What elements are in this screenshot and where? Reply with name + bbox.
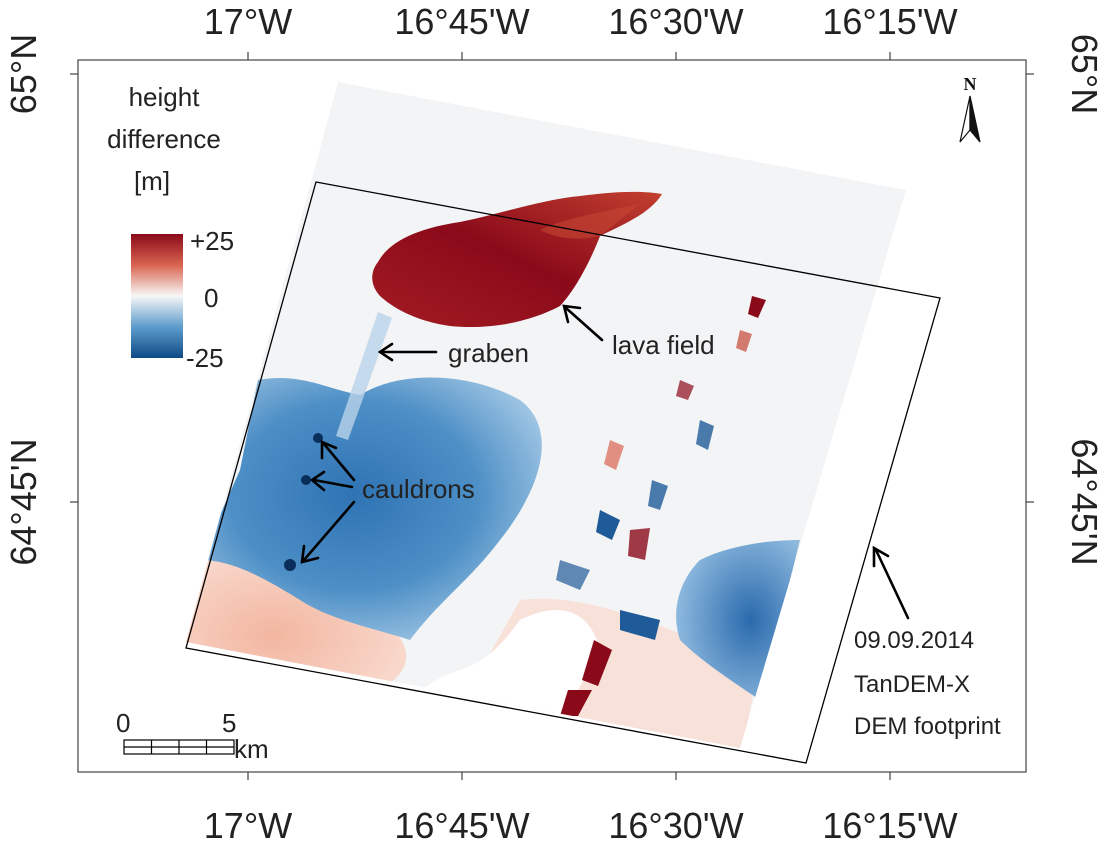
color-legend: height difference [m] +25 0 -25 xyxy=(107,82,234,373)
axis-ticks xyxy=(70,52,1034,780)
footprint-label-line: DEM footprint xyxy=(854,713,1001,740)
legend-colorbar xyxy=(131,234,183,358)
bottom-axis-labels: 17°W 16°45'W 16°30'W 16°15'W xyxy=(204,805,958,846)
legend-title: height difference [m] xyxy=(107,82,221,196)
annotation-labels: graben lava field cauldrons 09.09.2014 T… xyxy=(362,330,1001,740)
scale-unit-label: km xyxy=(234,734,269,764)
scale-start-label: 0 xyxy=(116,708,130,738)
legend-title-line: [m] xyxy=(134,166,170,196)
graben-feature xyxy=(336,312,392,440)
right-tick-label: 65°N xyxy=(1064,34,1105,114)
scale-bar: 0 5 km xyxy=(116,708,269,764)
left-tick-label: 65°N xyxy=(3,34,44,114)
legend-title-line: difference xyxy=(107,124,221,154)
cauldron-1 xyxy=(313,433,323,443)
legend-tick-labels: +25 0 -25 xyxy=(186,226,234,373)
subsidence-area xyxy=(200,377,542,640)
top-tick-label: 16°15'W xyxy=(822,1,957,42)
top-tick-label: 17°W xyxy=(204,1,292,42)
legend-mid-label: 0 xyxy=(204,283,218,313)
north-arrow-label: N xyxy=(964,74,977,94)
right-axis-labels: 65°N 64°45'N xyxy=(1064,34,1105,566)
footprint-label-line: TanDEM-X xyxy=(854,671,970,698)
left-tick-label: 64°45'N xyxy=(3,438,44,565)
legend-max-label: +25 xyxy=(190,226,234,256)
top-axis-labels: 17°W 16°45'W 16°30'W 16°15'W xyxy=(204,1,958,42)
north-arrow-icon: N xyxy=(959,74,981,143)
top-tick-label: 16°45'W xyxy=(394,1,529,42)
annotation-arrows xyxy=(300,304,910,620)
legend-min-label: -25 xyxy=(186,343,224,373)
height-difference-raster xyxy=(186,82,906,748)
top-tick-label: 16°30'W xyxy=(608,1,743,42)
bottom-tick-label: 16°30'W xyxy=(608,805,743,846)
graben-label: graben xyxy=(448,338,529,368)
dem-footprint-outline xyxy=(185,181,941,764)
cauldron-2 xyxy=(301,475,311,485)
bottom-tick-label: 17°W xyxy=(204,805,292,846)
footprint-label-line: 09.09.2014 xyxy=(854,627,974,654)
cauldron-3 xyxy=(284,559,296,571)
cauldrons-label: cauldrons xyxy=(362,474,475,504)
right-tick-label: 64°45'N xyxy=(1064,438,1105,565)
lava-field-label: lava field xyxy=(612,330,715,360)
bottom-tick-label: 16°15'W xyxy=(822,805,957,846)
scale-end-label: 5 xyxy=(222,708,236,738)
left-axis-labels: 65°N 64°45'N xyxy=(3,34,44,566)
bottom-tick-label: 16°45'W xyxy=(394,805,529,846)
legend-title-line: height xyxy=(129,82,201,112)
